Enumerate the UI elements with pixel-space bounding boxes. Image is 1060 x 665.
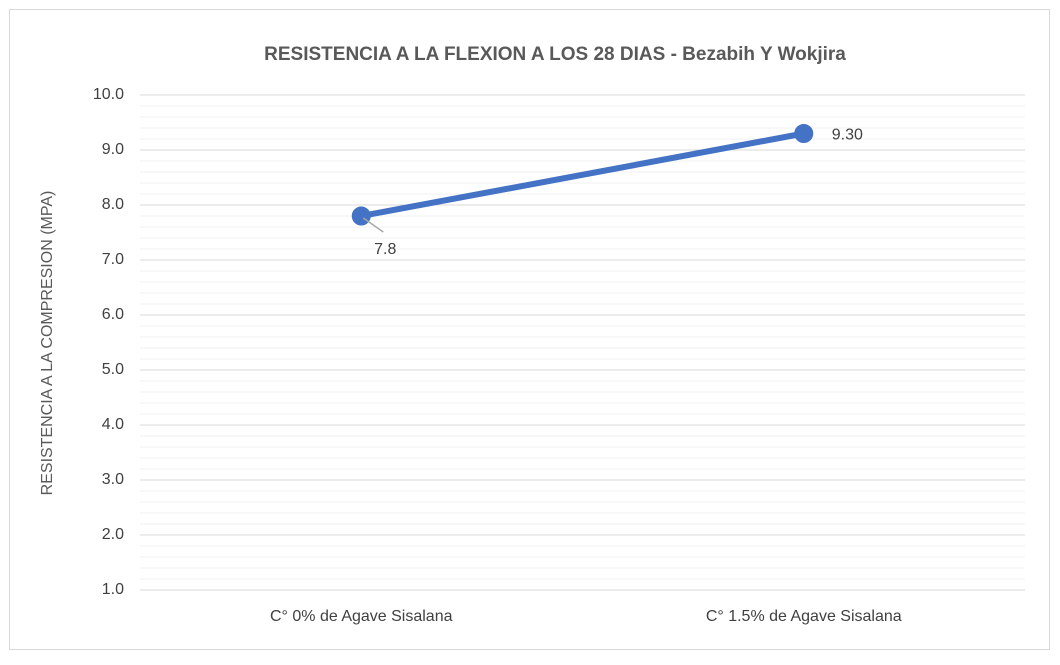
chart-title: RESISTENCIA A LA FLEXION A LOS 28 DIAS -… — [264, 44, 846, 65]
marker — [794, 124, 814, 143]
y-axis-label: RESISTENCIA A LA COMPRESION (MPA) — [39, 191, 56, 496]
data-label: 9.30 — [832, 127, 863, 144]
y-tick-label: 4.0 — [102, 416, 124, 433]
y-tick-label: 5.0 — [102, 361, 124, 378]
y-tick-label: 1.0 — [102, 581, 124, 598]
y-tick-label: 9.0 — [102, 141, 124, 158]
x-tick-label: C° 0% de Agave Sisalana — [270, 608, 453, 625]
data-label: 7.8 — [374, 241, 396, 258]
leader-line — [362, 217, 384, 233]
marker — [351, 206, 371, 226]
y-tick-label: 8.0 — [102, 196, 124, 213]
y-tick-label: 7.0 — [102, 251, 124, 268]
y-tick-label: 6.0 — [102, 306, 124, 323]
y-tick-label: 10.0 — [93, 86, 124, 103]
x-tick-label: C° 1.5% de Agave Sisalana — [706, 608, 902, 625]
chart-border — [9, 9, 1050, 650]
series-line — [358, 130, 807, 219]
y-tick-label: 2.0 — [102, 526, 124, 543]
y-tick-label: 3.0 — [102, 471, 124, 488]
